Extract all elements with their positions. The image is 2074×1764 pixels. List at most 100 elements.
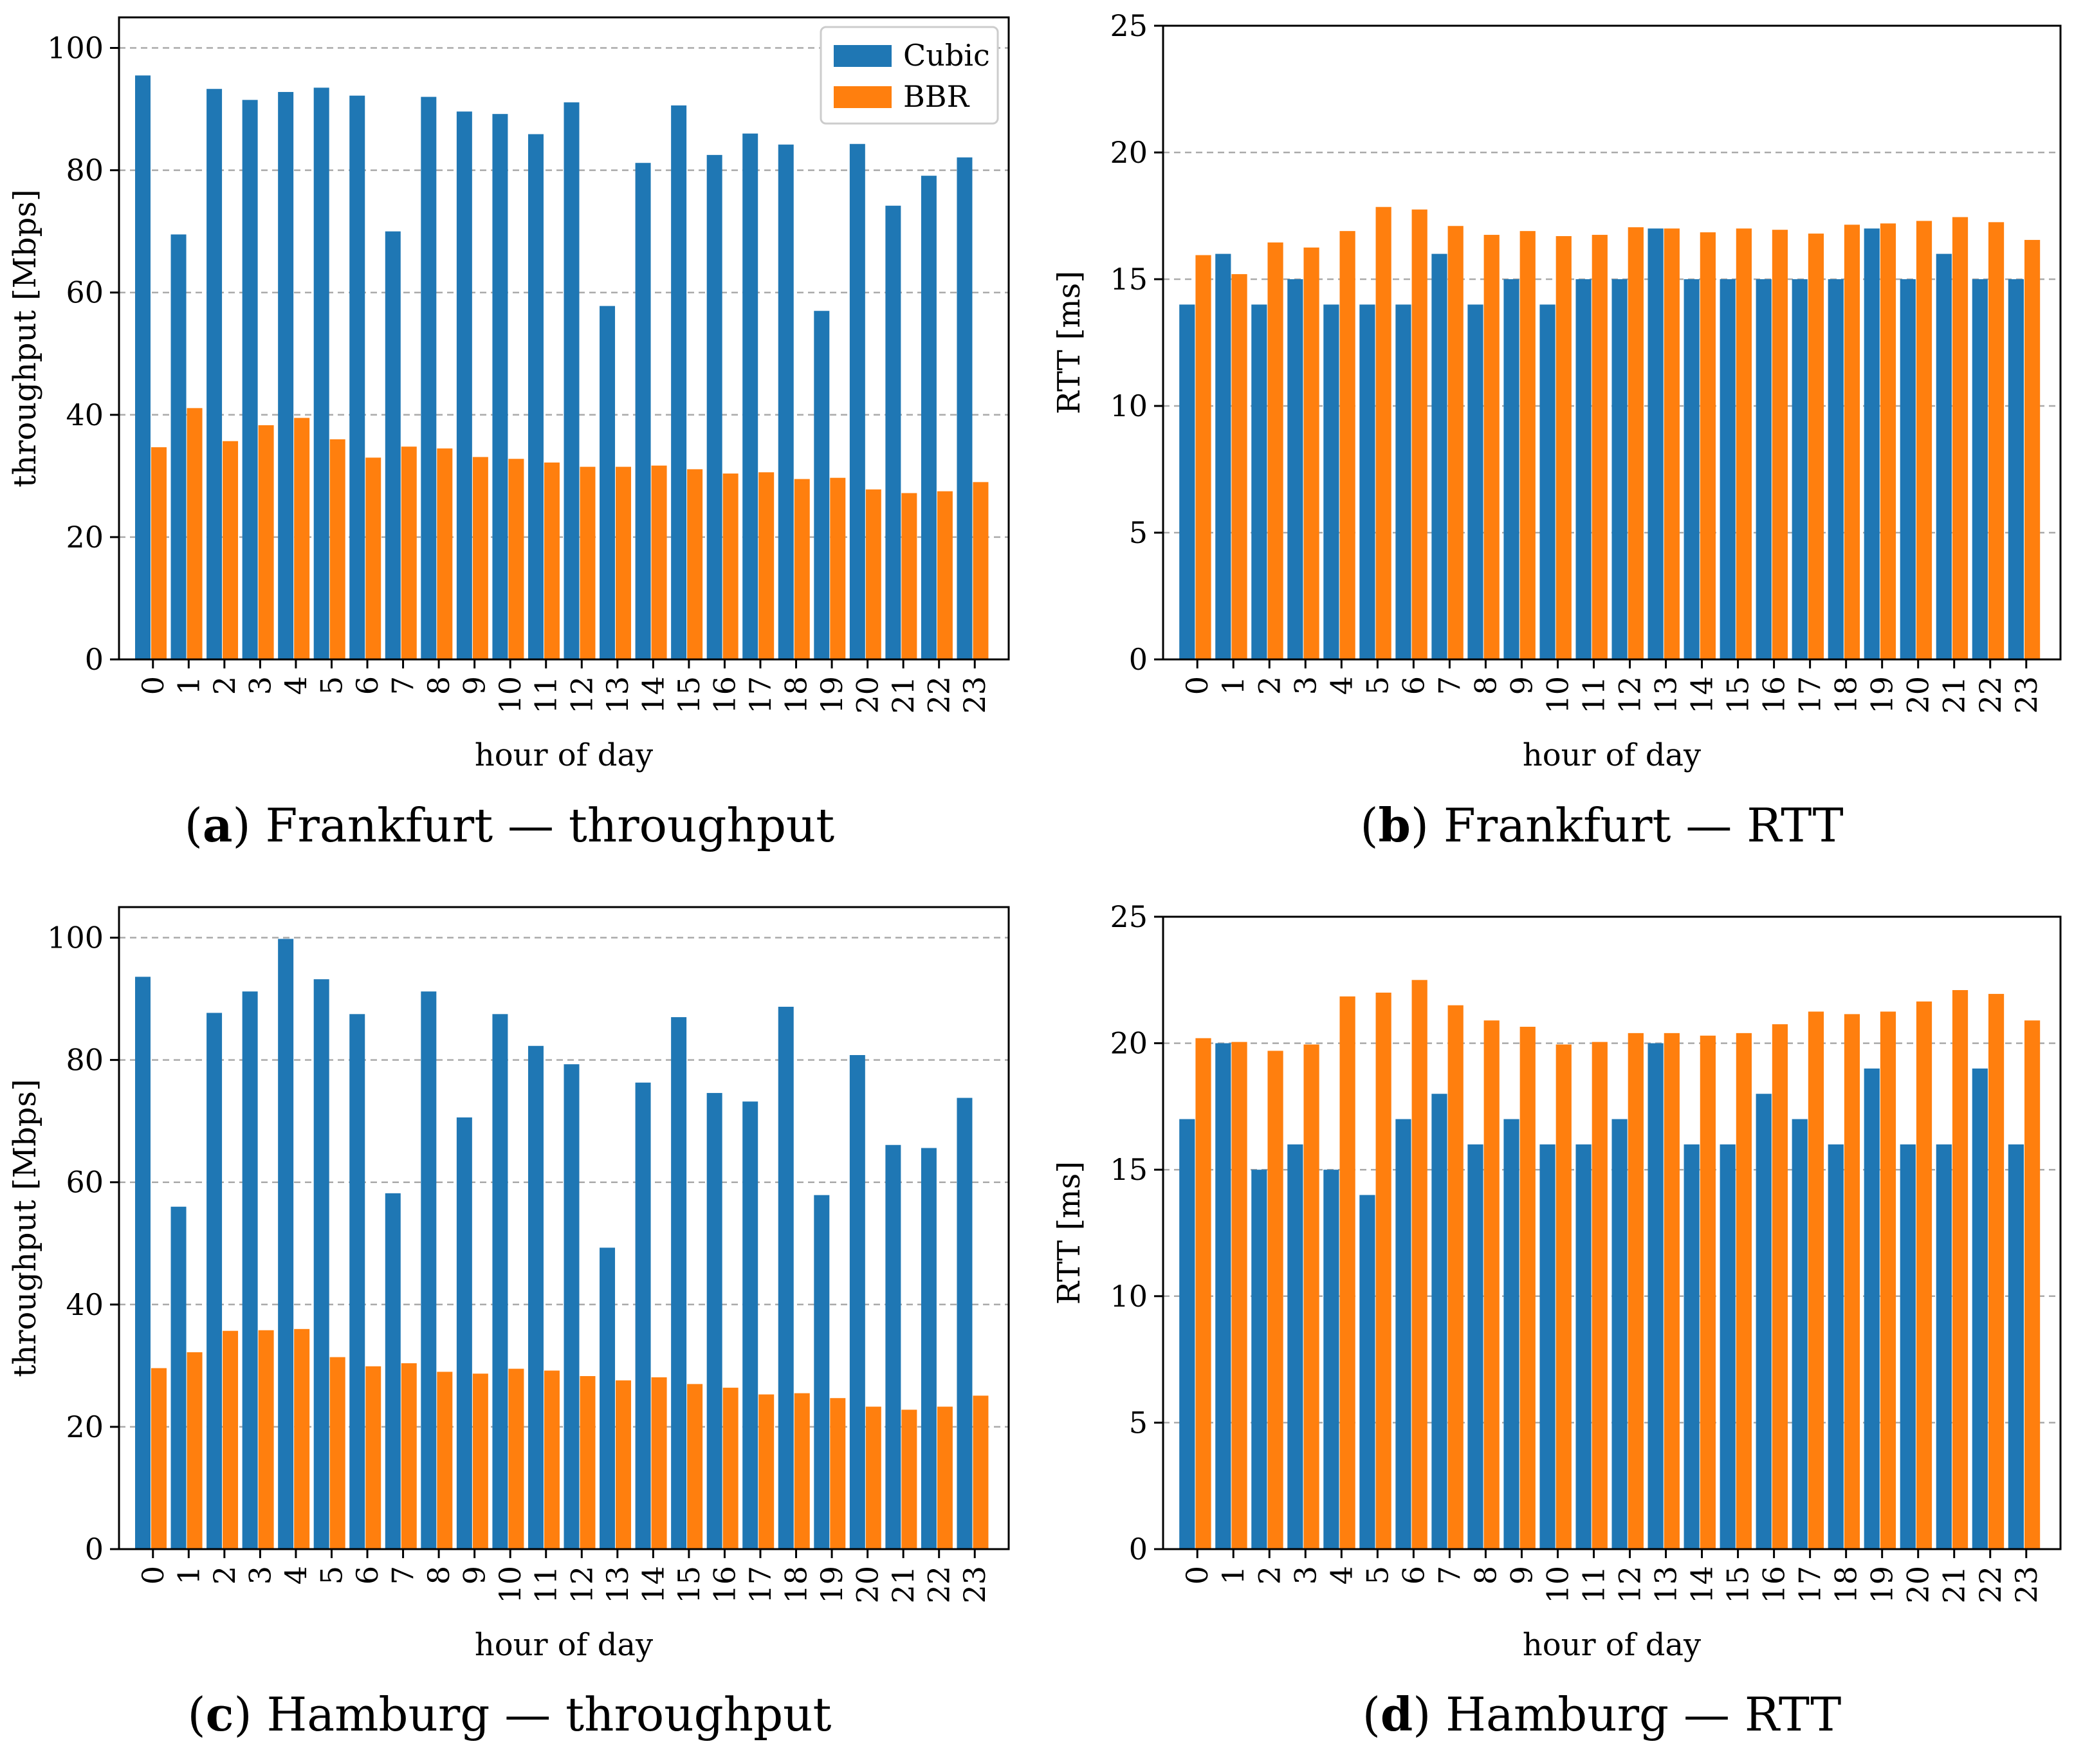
- bar-bbr-3: [258, 1330, 274, 1549]
- x-tick-label: 14: [1685, 1566, 1720, 1604]
- y-tick-label: 25: [1110, 899, 1148, 934]
- x-tick-label: 15: [1721, 1566, 1756, 1604]
- x-tick-label: 6: [1396, 1566, 1431, 1585]
- x-tick-label: 17: [743, 1566, 778, 1604]
- bar-bbr-10: [508, 1368, 524, 1549]
- x-tick-label: 5: [315, 1566, 349, 1585]
- bar-cubic-20: [849, 143, 865, 659]
- x-tick-label: 9: [1504, 676, 1539, 695]
- bar-bbr-17: [758, 472, 775, 659]
- x-tick-label: 11: [1577, 676, 1611, 714]
- bar-cubic-0: [1179, 304, 1195, 659]
- x-tick-label: 8: [1468, 676, 1503, 695]
- x-tick-label: 20: [1901, 1566, 1936, 1604]
- caption-c: (c) Hamburg — throughput: [91, 1687, 928, 1741]
- bar-cubic-11: [528, 1045, 544, 1549]
- bar-cubic-19: [814, 1195, 830, 1549]
- y-tick-label: 0: [1129, 1532, 1148, 1566]
- caption-c-letter: c: [205, 1687, 234, 1741]
- x-tick-label: 4: [1324, 676, 1359, 695]
- x-tick-label: 16: [1757, 1566, 1792, 1604]
- bar-cubic-9: [456, 1117, 472, 1549]
- x-tick-label: 6: [350, 676, 385, 695]
- bar-cubic-7: [1431, 253, 1447, 660]
- bar-bbr-6: [1411, 980, 1427, 1549]
- bar-bbr-0: [1195, 255, 1211, 659]
- bar-bbr-18: [1844, 1014, 1860, 1549]
- y-tick-label: 20: [1110, 1026, 1148, 1061]
- bar-cubic-4: [1323, 1170, 1339, 1549]
- bar-bbr-12: [1628, 1033, 1644, 1549]
- legend-swatch-cubic: [834, 45, 892, 67]
- y-tick-label: 100: [47, 31, 104, 66]
- y-tick-label: 60: [66, 275, 104, 310]
- caption-d-letter: d: [1380, 1687, 1413, 1741]
- bar-cubic-22: [1972, 279, 1988, 659]
- bar-bbr-10: [1556, 236, 1572, 659]
- bar-cubic-15: [1720, 1144, 1736, 1549]
- x-tick-label: 22: [1973, 676, 2008, 714]
- bar-cubic-15: [1720, 279, 1736, 659]
- bar-cubic-3: [1287, 279, 1303, 659]
- bar-cubic-12: [1611, 279, 1628, 659]
- bar-bbr-13: [616, 1380, 632, 1549]
- y-tick-label: 0: [85, 1532, 104, 1566]
- bar-cubic-3: [242, 100, 258, 659]
- caption-d-close: ): [1413, 1687, 1431, 1741]
- bar-bbr-11: [1592, 1042, 1608, 1549]
- bar-cubic-22: [921, 1148, 937, 1549]
- bar-cubic-22: [1972, 1068, 1988, 1549]
- bar-bbr-3: [1303, 1044, 1319, 1549]
- bar-cubic-17: [1792, 1119, 1808, 1549]
- bar-cubic-12: [1611, 1119, 1628, 1549]
- x-tick-label: 11: [529, 1566, 564, 1604]
- x-axis-label: hour of day: [1523, 737, 1701, 773]
- bar-bbr-1: [187, 408, 203, 659]
- bar-bbr-5: [1375, 992, 1391, 1549]
- bar-bbr-11: [1592, 235, 1608, 659]
- x-tick-label: 8: [421, 1566, 456, 1585]
- x-tick-label: 20: [1901, 676, 1936, 714]
- bar-bbr-11: [544, 1370, 560, 1549]
- x-tick-label: 5: [315, 676, 349, 695]
- bar-bbr-8: [437, 1372, 453, 1549]
- y-tick-label: 5: [1129, 1405, 1148, 1440]
- y-tick-label: 20: [66, 520, 104, 555]
- bar-cubic-21: [1936, 253, 1952, 660]
- bar-cubic-23: [2008, 279, 2024, 659]
- x-tick-label: 7: [386, 1566, 421, 1585]
- x-tick-label: 23: [2009, 676, 2044, 714]
- bar-cubic-17: [742, 1101, 758, 1549]
- caption-a-open: (: [184, 798, 203, 852]
- x-tick-label: 1: [1216, 676, 1251, 695]
- bar-bbr-17: [758, 1394, 775, 1549]
- bar-cubic-9: [456, 111, 472, 659]
- x-tick-label: 2: [1252, 1566, 1287, 1585]
- bar-bbr-22: [937, 491, 953, 659]
- x-tick-label: 15: [672, 1566, 706, 1604]
- bar-cubic-1: [1215, 253, 1231, 660]
- y-axis-label: RTT [ms]: [1051, 271, 1087, 414]
- caption-b-letter: b: [1378, 798, 1411, 852]
- bar-cubic-23: [2008, 1144, 2024, 1549]
- bar-bbr-8: [1483, 235, 1500, 659]
- bar-bbr-14: [651, 1377, 667, 1549]
- bar-cubic-4: [278, 91, 294, 659]
- x-tick-label: 13: [600, 676, 635, 714]
- plot-frame: [118, 16, 1010, 661]
- bar-cubic-4: [278, 939, 294, 1549]
- bar-cubic-21: [885, 1144, 901, 1549]
- x-tick-label: 18: [779, 676, 814, 714]
- bar-bbr-4: [294, 418, 310, 659]
- bar-bbr-15: [1736, 1033, 1752, 1549]
- x-tick-label: 2: [207, 1566, 242, 1585]
- x-tick-label: 10: [1541, 676, 1575, 714]
- x-tick-label: 21: [1937, 676, 1972, 714]
- bar-cubic-20: [1900, 279, 1916, 659]
- bar-bbr-1: [1231, 1042, 1247, 1549]
- x-tick-label: 2: [1252, 676, 1287, 695]
- y-tick-label: 40: [66, 398, 104, 432]
- bar-bbr-14: [1700, 232, 1716, 659]
- x-tick-label: 2: [207, 676, 242, 695]
